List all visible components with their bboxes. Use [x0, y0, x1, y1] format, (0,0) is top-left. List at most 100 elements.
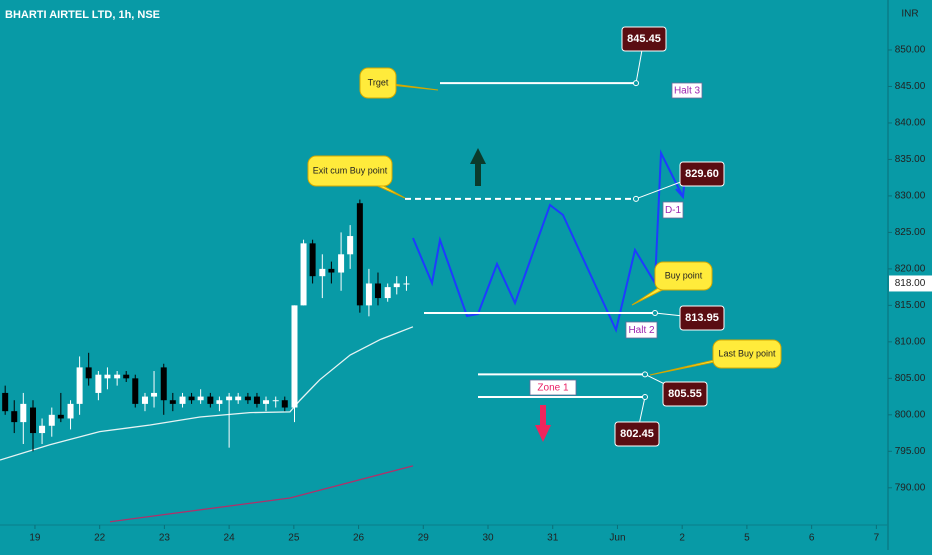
y-tick-label: 840.00 [895, 118, 926, 129]
candle-body [169, 400, 176, 404]
y-tick-label: 850.00 [895, 45, 926, 56]
candle-body [30, 407, 37, 434]
candle-body [188, 396, 195, 401]
candle-body [374, 283, 381, 299]
x-tick-label: 26 [353, 533, 365, 544]
x-tick-label: 31 [547, 533, 559, 544]
candle-body [384, 287, 391, 299]
x-tick-label: 25 [288, 533, 300, 544]
candle-body [76, 367, 83, 404]
callout-label: Buy point [665, 270, 703, 280]
candle-body [2, 392, 9, 412]
y-tick-label: 825.00 [895, 227, 926, 238]
candle-body [11, 411, 18, 423]
y-tick-label: 790.00 [895, 482, 926, 493]
level-endpoint [633, 80, 639, 87]
note-label: Zone 1 [537, 383, 569, 394]
y-tick-label: 845.00 [895, 81, 926, 92]
zigzag-path [412, 149, 684, 334]
candle-body [300, 243, 307, 306]
y-tick-label: 815.00 [895, 300, 926, 311]
level-label: 813.95 [685, 312, 719, 324]
up-arrow [470, 148, 486, 186]
callout-box [712, 339, 782, 369]
x-tick-label: 23 [159, 533, 171, 544]
x-tick-label: 19 [29, 533, 41, 544]
level-label: 802.45 [620, 428, 654, 440]
moving-average [0, 326, 414, 461]
level-box [662, 381, 708, 407]
candle-body [244, 396, 251, 401]
candle-body [253, 396, 260, 404]
candle-body [123, 374, 130, 379]
level-box [621, 26, 667, 52]
note-label: Halt 2 [628, 325, 655, 336]
candle-body [197, 396, 204, 401]
candle-body [365, 283, 372, 306]
callout-box [307, 155, 393, 187]
level-endpoint [642, 371, 648, 378]
level-box [679, 161, 725, 187]
candle-body [347, 236, 354, 255]
x-tick-label: 2 [679, 533, 685, 544]
level-label: 829.60 [685, 168, 719, 180]
candle-body [328, 268, 335, 273]
moving-average [109, 465, 414, 523]
note-label: D-1 [665, 205, 682, 216]
candle-body [48, 414, 55, 426]
last-price-label: 818.00 [895, 278, 926, 289]
note-box [625, 321, 658, 339]
level-endpoint [642, 393, 648, 400]
callout-label: Trget [368, 77, 389, 87]
candle-body [393, 283, 400, 288]
candle-body [160, 367, 167, 401]
candle-body [272, 400, 279, 402]
candle-body [281, 400, 288, 408]
chart-title: BHARTI AIRTEL LTD, 1h, NSE [5, 9, 160, 21]
candle-body [57, 414, 64, 419]
y-tick-label: 810.00 [895, 336, 926, 347]
candle-body [95, 374, 102, 393]
currency-label: INR [901, 9, 918, 20]
note-box [662, 201, 684, 219]
candle-body [309, 243, 316, 277]
y-tick-label: 820.00 [895, 264, 926, 275]
last-price-box [889, 275, 932, 292]
y-tick-label: 800.00 [895, 409, 926, 420]
candle-body [356, 203, 363, 306]
candle-body [216, 400, 223, 404]
candle-body [132, 378, 139, 404]
candle-body [85, 367, 92, 379]
level-endpoint [633, 195, 639, 202]
candle-body [104, 374, 111, 379]
callout-box [359, 67, 397, 99]
candle-body [151, 392, 158, 397]
x-tick-label: 29 [418, 533, 430, 544]
candle-body [226, 396, 233, 401]
drawings [412, 148, 685, 442]
note-box [529, 379, 577, 396]
x-tick-label: 22 [94, 533, 106, 544]
note-label: Halt 3 [674, 86, 701, 97]
candle-body [263, 400, 270, 404]
level-endpoint [652, 310, 658, 317]
candle-body [20, 403, 27, 423]
down-arrow [535, 405, 551, 442]
callout-label: Last Buy point [718, 348, 776, 358]
candle-body [141, 396, 148, 404]
candle-body [39, 425, 46, 434]
candle-body [291, 305, 298, 408]
level-box [614, 421, 660, 447]
level-box [679, 305, 725, 331]
level-label: 845.45 [627, 33, 661, 45]
note-box [671, 82, 703, 99]
y-tick-label: 805.00 [895, 373, 926, 384]
candle-body [207, 396, 214, 404]
callout-box [654, 261, 713, 291]
y-tick-label: 795.00 [895, 446, 926, 457]
candle-body [319, 268, 326, 277]
level-label: 805.55 [668, 388, 702, 400]
